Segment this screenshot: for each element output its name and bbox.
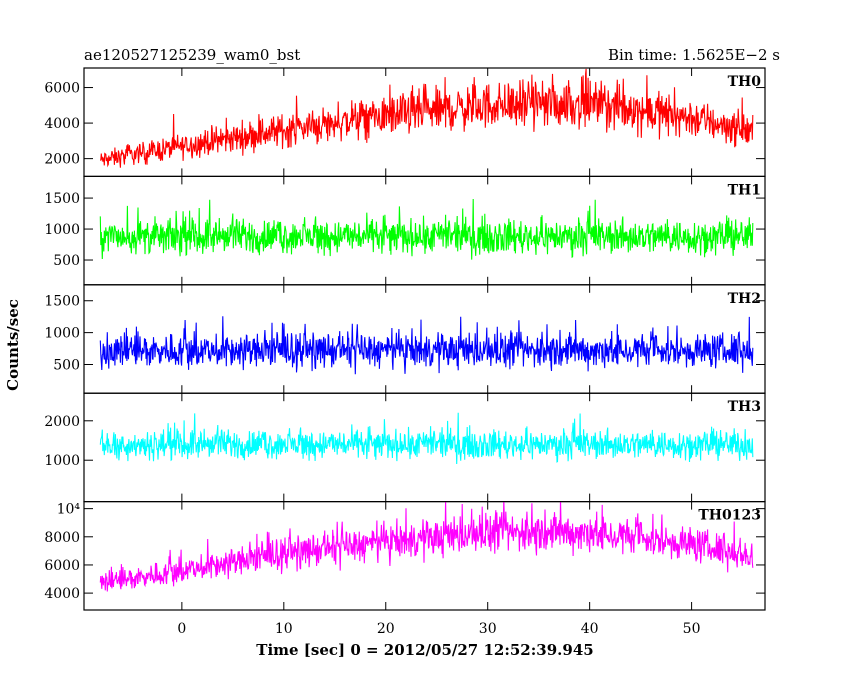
panel-th3: 1000 2000 TH3 (44, 392, 766, 503)
y-tick-label: 8000 (44, 530, 80, 546)
y-tick-label: 1500 (44, 294, 80, 310)
y-tick-label: 2000 (44, 414, 80, 430)
y-tick-label: 6000 (44, 558, 80, 574)
panel-label-th1: TH1 (728, 182, 761, 198)
y-tick-label: 1500 (44, 191, 80, 207)
x-axis-title: Time [sec] 0 = 2012/05/27 12:52:39.945 (256, 641, 593, 659)
panel-label-th0: TH0 (728, 74, 762, 90)
panel-th0123: 4000 6000 8000 10⁴ TH0123 (44, 501, 766, 611)
y-tick-label: 6000 (44, 81, 80, 97)
y-tick-label: 500 (53, 358, 80, 374)
x-tick-label: 0 (177, 621, 186, 637)
panel-label-th0123: TH0123 (698, 508, 761, 524)
panels-group: 2000 4000 6000 TH0 500 1000 1500 TH1 500 1000 1500… (44, 67, 766, 611)
panel-th1: 500 1000 1500 TH1 (44, 175, 766, 286)
x-tick-label: 40 (581, 621, 599, 637)
x-axis: 0 10 20 30 40 50 (177, 621, 700, 637)
panel-label-th2: TH2 (728, 291, 761, 307)
series-line-th2 (99, 316, 754, 375)
panel-th0: 2000 4000 6000 TH0 (44, 67, 766, 178)
series-line-th0 (99, 68, 754, 168)
y-tick-label: 1000 (44, 326, 80, 342)
x-tick-label: 30 (479, 621, 497, 637)
panel-th2: 500 1000 1500 TH2 (44, 284, 766, 394)
y-tick-label: 1000 (44, 222, 80, 238)
series-line-th1 (99, 198, 754, 260)
panel-frame (83, 501, 766, 611)
panel-label-th3: TH3 (728, 399, 761, 415)
x-tick-label: 50 (683, 621, 701, 637)
y-tick-label: 4000 (44, 586, 80, 602)
y-axis-title: Counts/sec (4, 299, 22, 391)
y-tick-label: 10⁴ (57, 502, 81, 518)
series-line-th3 (99, 412, 754, 465)
series-line-th0123 (99, 501, 754, 592)
x-tick-label: 10 (275, 621, 293, 637)
chart-title-left: ae120527125239_wam0_bst (84, 46, 300, 64)
y-tick-label: 500 (53, 253, 80, 269)
chart-title-right: Bin time: 1.5625E−2 s (608, 46, 780, 64)
y-tick-label: 4000 (44, 116, 80, 132)
y-tick-label: 2000 (44, 152, 80, 168)
y-tick-label: 1000 (44, 453, 80, 469)
x-tick-label: 20 (377, 621, 395, 637)
